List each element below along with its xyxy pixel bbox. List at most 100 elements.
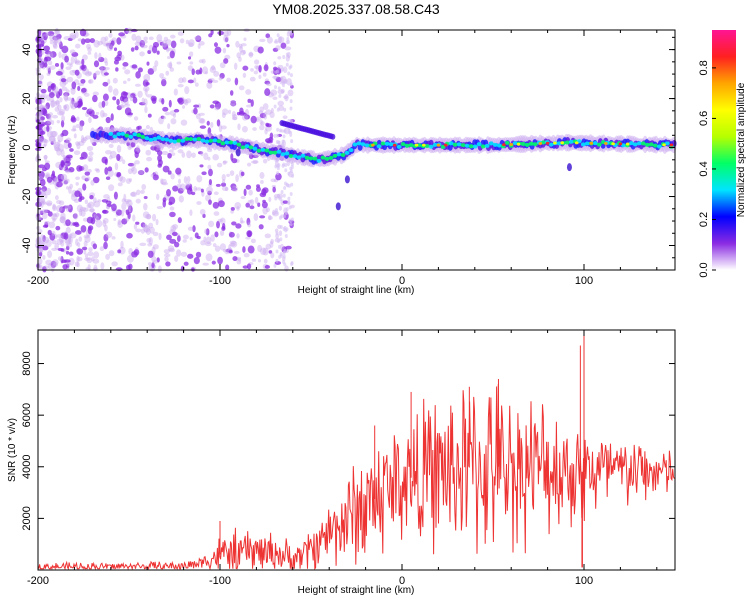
spectrogram-speckle [259,119,263,125]
spectrogram-speckle [277,140,281,145]
spectrogram-peak [140,134,146,139]
spectrogram-speckle [147,49,152,55]
spectrogram-speckle [70,116,77,123]
spectrogram-speckle [221,186,229,192]
spectrogram-speckle [61,45,69,54]
spectrogram-speckle [245,236,251,240]
spectrogram-speckle [81,246,88,251]
spectrogram-speckle [39,265,43,270]
spectrogram-peak [476,142,482,147]
spectrogram-speckle [148,36,154,41]
spectrogram-speckle [44,50,52,55]
spectrogram-speckle [185,184,191,191]
spectrogram-speckle [61,114,66,122]
spectrogram-speckle [214,231,219,238]
spectrogram-speckle [39,135,44,142]
snr-y-ticks: 2000 4000 6000 8000 [21,351,675,531]
spectrogram-speckle [282,66,288,74]
spectrogram-speckle [42,255,46,260]
spectrogram-speckle [64,205,72,210]
spectrogram-speckle [222,160,227,165]
spectrogram-speckle [177,187,184,194]
spectrogram-peak [664,141,670,146]
spectrogram-speckle [248,189,253,196]
spectrogram-hotspot [604,142,608,146]
spectrogram-peak [324,156,330,161]
spectrogram-speckle [93,60,100,68]
spectrogram-speckle [75,141,80,146]
spectrogram-speckle [105,231,113,238]
spectrogram-speckle [135,228,142,233]
spectrogram-speckle [105,176,111,180]
spectrogram-speckle [228,244,232,252]
spectrogram-speckle [143,195,148,200]
spectrogram-peak [484,143,490,148]
spectrogram-speckle [68,235,72,244]
spectrogram-speckle [206,81,213,89]
spectrogram-hotspot [516,142,521,146]
spectrogram-speckle [78,208,83,217]
spectrogram-speckle [43,265,50,270]
spectrogram-speckle [39,244,43,252]
spectrogram-speckle [72,213,78,219]
spectrogram-speckle [40,200,44,208]
spectrogram-speckle [65,219,71,227]
spectrogram-speckle [78,197,83,202]
spectrogram-speckle [72,100,79,107]
spectrogram-speckle [46,129,53,138]
figure-title: YM08.2025.337.08.58.C43 [272,1,440,17]
spectrogram-speckle [245,184,252,190]
spectrogram-speckle [250,99,254,107]
spectrogram-speckle [57,139,61,147]
spectrogram-speckle [105,253,111,260]
spectrogram-speckle [250,67,254,72]
spectrogram-speckle [40,188,46,197]
spectrogram-speckle [278,215,282,220]
spectrogram-peak [456,142,462,147]
spectrogram-speckle [54,106,60,112]
spectrogram-speckle [103,194,110,199]
spectrogram-peak [236,142,242,147]
colorbar-tick-label: 0.0 [698,262,710,277]
spectrogram-speckle [59,108,66,116]
spectrogram-hotspot [574,141,579,145]
spectrogram-speckle [60,239,65,247]
spectrogram-speckle [57,104,62,111]
spectrogram-speckle [126,27,133,34]
spectrogram-speckle [92,91,100,96]
spectrogram-speckle [38,251,43,257]
spectrogram-speckle [187,253,194,259]
spectrogram-speckle [197,43,201,49]
spectrogram-speckle [83,234,90,239]
spectrogram-speckle [66,178,70,183]
spectrogram-speckle [201,58,206,64]
spectrogram-marks [34,27,677,273]
spectrogram-speckle [229,240,237,245]
spectrogram-speckle [95,70,101,76]
spectrogram-speckle [39,210,44,216]
spectrogram-peak [520,141,526,146]
spectrogram-speckle [234,77,239,86]
spectrogram-speckle [173,108,180,113]
spectrogram-speckle [77,85,81,92]
spectrogram-speckle [112,77,118,84]
spectrogram-speckle [74,190,81,198]
spectrogram-speckle [177,31,184,36]
spectrogram-speckle [152,65,157,72]
spectrogram-speckle [52,35,59,41]
spectrogram-speckle [65,66,72,70]
spectrogram-speckle [156,34,163,42]
spectrogram-speckle [188,39,195,47]
spectrogram-speckle [169,206,175,211]
spectrogram-speckle [52,217,56,223]
spectrogram-speckle [82,207,89,212]
spectrogram-peak [332,153,338,158]
spectrogram-speckle [167,170,172,175]
spectrogram-speckle [127,162,135,167]
spectrogram-speckle [40,234,45,241]
spectrogram-peak [388,142,394,147]
spectrogram-speckle [82,183,87,191]
spectrogram-speckle [234,201,242,210]
spectrogram-speckle [169,211,176,218]
spectrogram-speckle [74,43,81,49]
